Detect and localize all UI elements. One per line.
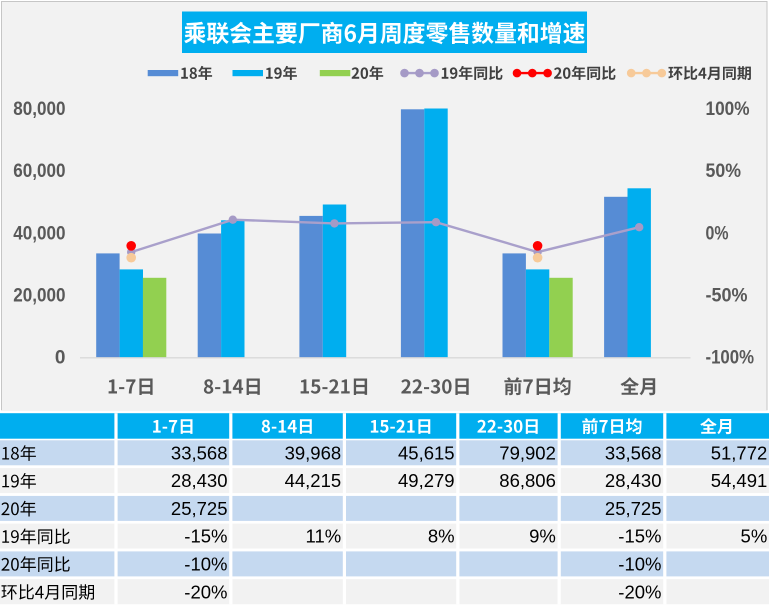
svg-text:-10%: -10% xyxy=(184,554,227,575)
svg-text:5%: 5% xyxy=(741,526,768,547)
svg-text:0%: 0% xyxy=(706,223,729,244)
svg-text:50%: 50% xyxy=(706,161,742,182)
svg-text:-15%: -15% xyxy=(618,526,661,547)
svg-text:49,279: 49,279 xyxy=(398,470,455,491)
svg-text:-15%: -15% xyxy=(184,526,227,547)
svg-text:-50%: -50% xyxy=(706,286,748,307)
svg-text:40,000: 40,000 xyxy=(13,223,65,244)
svg-text:33,568: 33,568 xyxy=(171,442,228,463)
svg-text:60,000: 60,000 xyxy=(13,161,65,182)
svg-text:25,725: 25,725 xyxy=(171,498,228,519)
svg-text:28,430: 28,430 xyxy=(605,470,662,491)
svg-text:100%: 100% xyxy=(706,99,750,120)
svg-text:86,806: 86,806 xyxy=(499,470,556,491)
svg-text:0: 0 xyxy=(55,348,66,369)
svg-text:11%: 11% xyxy=(306,526,342,547)
svg-text:20,000: 20,000 xyxy=(13,286,65,307)
svg-text:45,615: 45,615 xyxy=(398,442,455,463)
svg-text:80,000: 80,000 xyxy=(13,99,65,120)
svg-text:8%: 8% xyxy=(428,526,455,547)
svg-text:44,215: 44,215 xyxy=(285,470,342,491)
svg-text:-20%: -20% xyxy=(618,581,661,602)
svg-text:54,491: 54,491 xyxy=(711,470,768,491)
svg-text:51,772: 51,772 xyxy=(711,442,768,463)
svg-text:25,725: 25,725 xyxy=(605,498,662,519)
svg-text:79,902: 79,902 xyxy=(499,442,556,463)
svg-text:28,430: 28,430 xyxy=(171,470,228,491)
svg-text:39,968: 39,968 xyxy=(285,442,342,463)
svg-text:-100%: -100% xyxy=(706,348,755,369)
svg-text:9%: 9% xyxy=(529,526,556,547)
svg-text:33,568: 33,568 xyxy=(605,442,662,463)
svg-text:-10%: -10% xyxy=(618,554,661,575)
svg-text:-20%: -20% xyxy=(184,581,227,602)
